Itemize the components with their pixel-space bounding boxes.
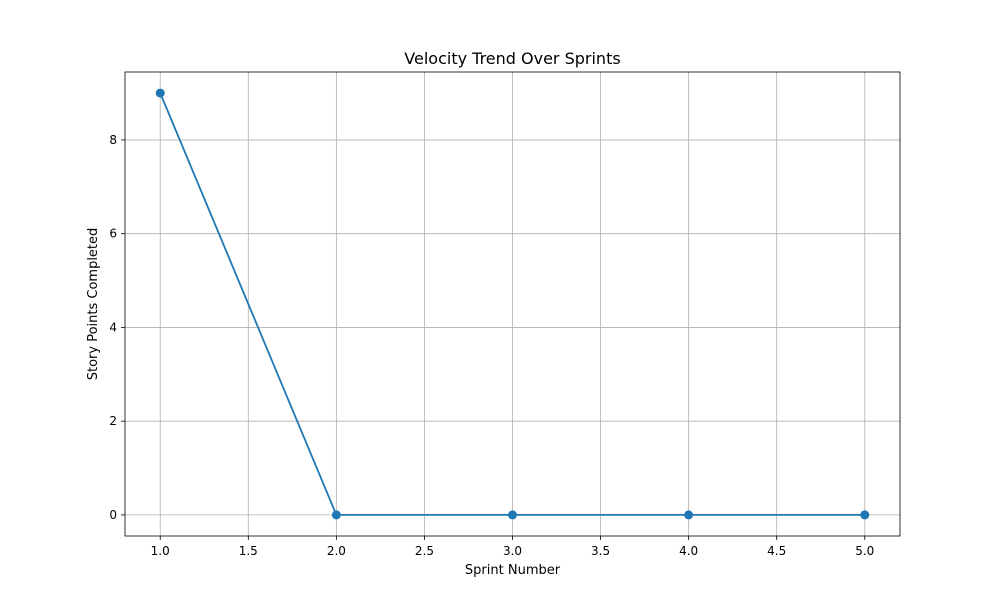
y-tick-label: 6 <box>109 227 117 241</box>
x-tick-label: 1.5 <box>239 544 258 558</box>
x-tick-label: 1.0 <box>151 544 170 558</box>
data-point <box>684 510 694 520</box>
y-tick-label: 2 <box>109 414 117 428</box>
x-tick-label: 4.0 <box>679 544 698 558</box>
x-tick-label: 2.5 <box>415 544 434 558</box>
y-tick-label: 0 <box>109 508 117 522</box>
data-point <box>860 510 870 520</box>
data-point <box>155 88 165 98</box>
y-axis-label: Story Points Completed <box>86 228 101 381</box>
x-tick-label: 2.0 <box>327 544 346 558</box>
data-point <box>331 510 341 520</box>
ticks: 1.0 1.5 2.0 2.5 3.0 3.5 4.0 4.5 5.0 0 2 4 6 8 <box>109 133 874 558</box>
x-tick-label: 3.5 <box>591 544 610 558</box>
x-tick-label: 3.0 <box>503 544 522 558</box>
x-tick-label: 4.5 <box>767 544 786 558</box>
x-axis-label: Sprint Number <box>465 563 561 578</box>
chart-title: Velocity Trend Over Sprints <box>404 49 620 68</box>
y-tick-label: 4 <box>109 320 117 334</box>
y-tick-label: 8 <box>109 133 117 147</box>
data-point <box>508 510 517 520</box>
series-layer <box>155 88 870 520</box>
x-tick-label: 5.0 <box>855 544 874 558</box>
